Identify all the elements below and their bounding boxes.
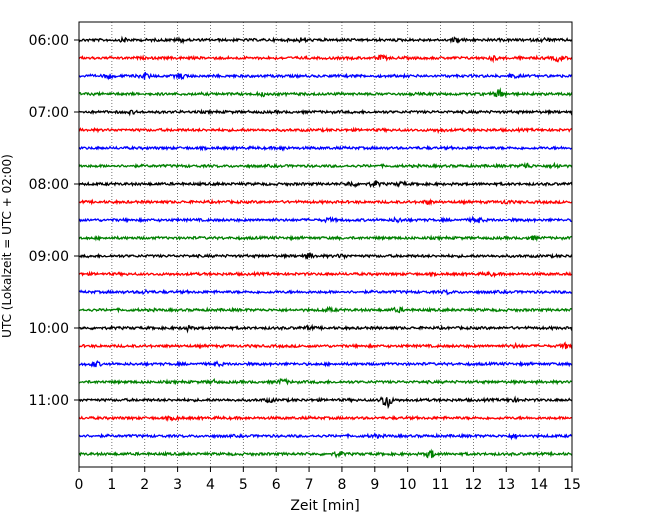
trace-line: [78, 288, 573, 296]
x-tick-label: 1: [107, 477, 116, 493]
x-tick-label: 10: [399, 477, 417, 493]
x-tick-label: 15: [563, 477, 581, 493]
x-tick-label: 13: [497, 477, 515, 493]
x-tick-label: 11: [432, 477, 450, 493]
x-axis-label: Zeit [min]: [290, 498, 359, 514]
y-tick-label: 11:00: [29, 393, 69, 409]
trace-line: [78, 395, 573, 410]
trace-line: [78, 305, 573, 314]
x-tick-label: 4: [206, 477, 215, 493]
trace-line: [78, 215, 573, 224]
y-tick-label: 10:00: [29, 321, 69, 337]
x-tick-label: 3: [173, 477, 182, 493]
trace-line: [78, 432, 573, 441]
y-tick-label: 08:00: [29, 177, 69, 193]
x-tick-label: 2: [140, 477, 149, 493]
trace-line: [78, 252, 573, 261]
plot-frame: [78, 21, 573, 468]
x-tick-label: 8: [337, 477, 346, 493]
vertical-grid: [111, 22, 540, 467]
trace-line: [78, 234, 573, 243]
x-tick-label: 14: [530, 477, 548, 493]
trace-line: [78, 53, 573, 64]
x-tick-label: 12: [464, 477, 482, 493]
trace-line: [78, 323, 573, 334]
y-tick-label: 06:00: [29, 33, 69, 49]
x-axis-ticks: 0 1 2 3 4 5 6 7 8 9 10 11 12 13 14 15: [75, 467, 581, 493]
trace-line: [78, 71, 573, 81]
trace-line: [78, 35, 573, 45]
trace-line: [78, 270, 573, 279]
y-tick-label: 07:00: [29, 105, 69, 121]
y-axis-label: UTC (Lokalzeit = UTC + 02:00): [0, 154, 14, 338]
trace-line: [78, 144, 573, 152]
trace-line: [78, 377, 573, 386]
trace-line: [78, 448, 573, 459]
trace-line: [78, 360, 572, 368]
trace-line: [78, 180, 573, 189]
trace-line: [78, 341, 573, 350]
x-tick-label: 9: [370, 477, 379, 493]
trace-line: [78, 161, 573, 170]
x-tick-label: 0: [75, 477, 84, 493]
trace-line: [78, 87, 573, 99]
trace-line: [78, 108, 573, 117]
y-axis-ticks: 06:00 07:00 08:00 09:00 10:00 11:00: [29, 33, 79, 409]
trace-line: [78, 414, 573, 423]
y-tick-label: 09:00: [29, 249, 69, 265]
trace-line: [78, 126, 573, 135]
seismic-traces: [78, 35, 573, 459]
x-tick-label: 5: [239, 477, 248, 493]
trace-line: [78, 198, 573, 206]
x-tick-label: 6: [272, 477, 281, 493]
x-tick-label: 7: [305, 477, 314, 493]
